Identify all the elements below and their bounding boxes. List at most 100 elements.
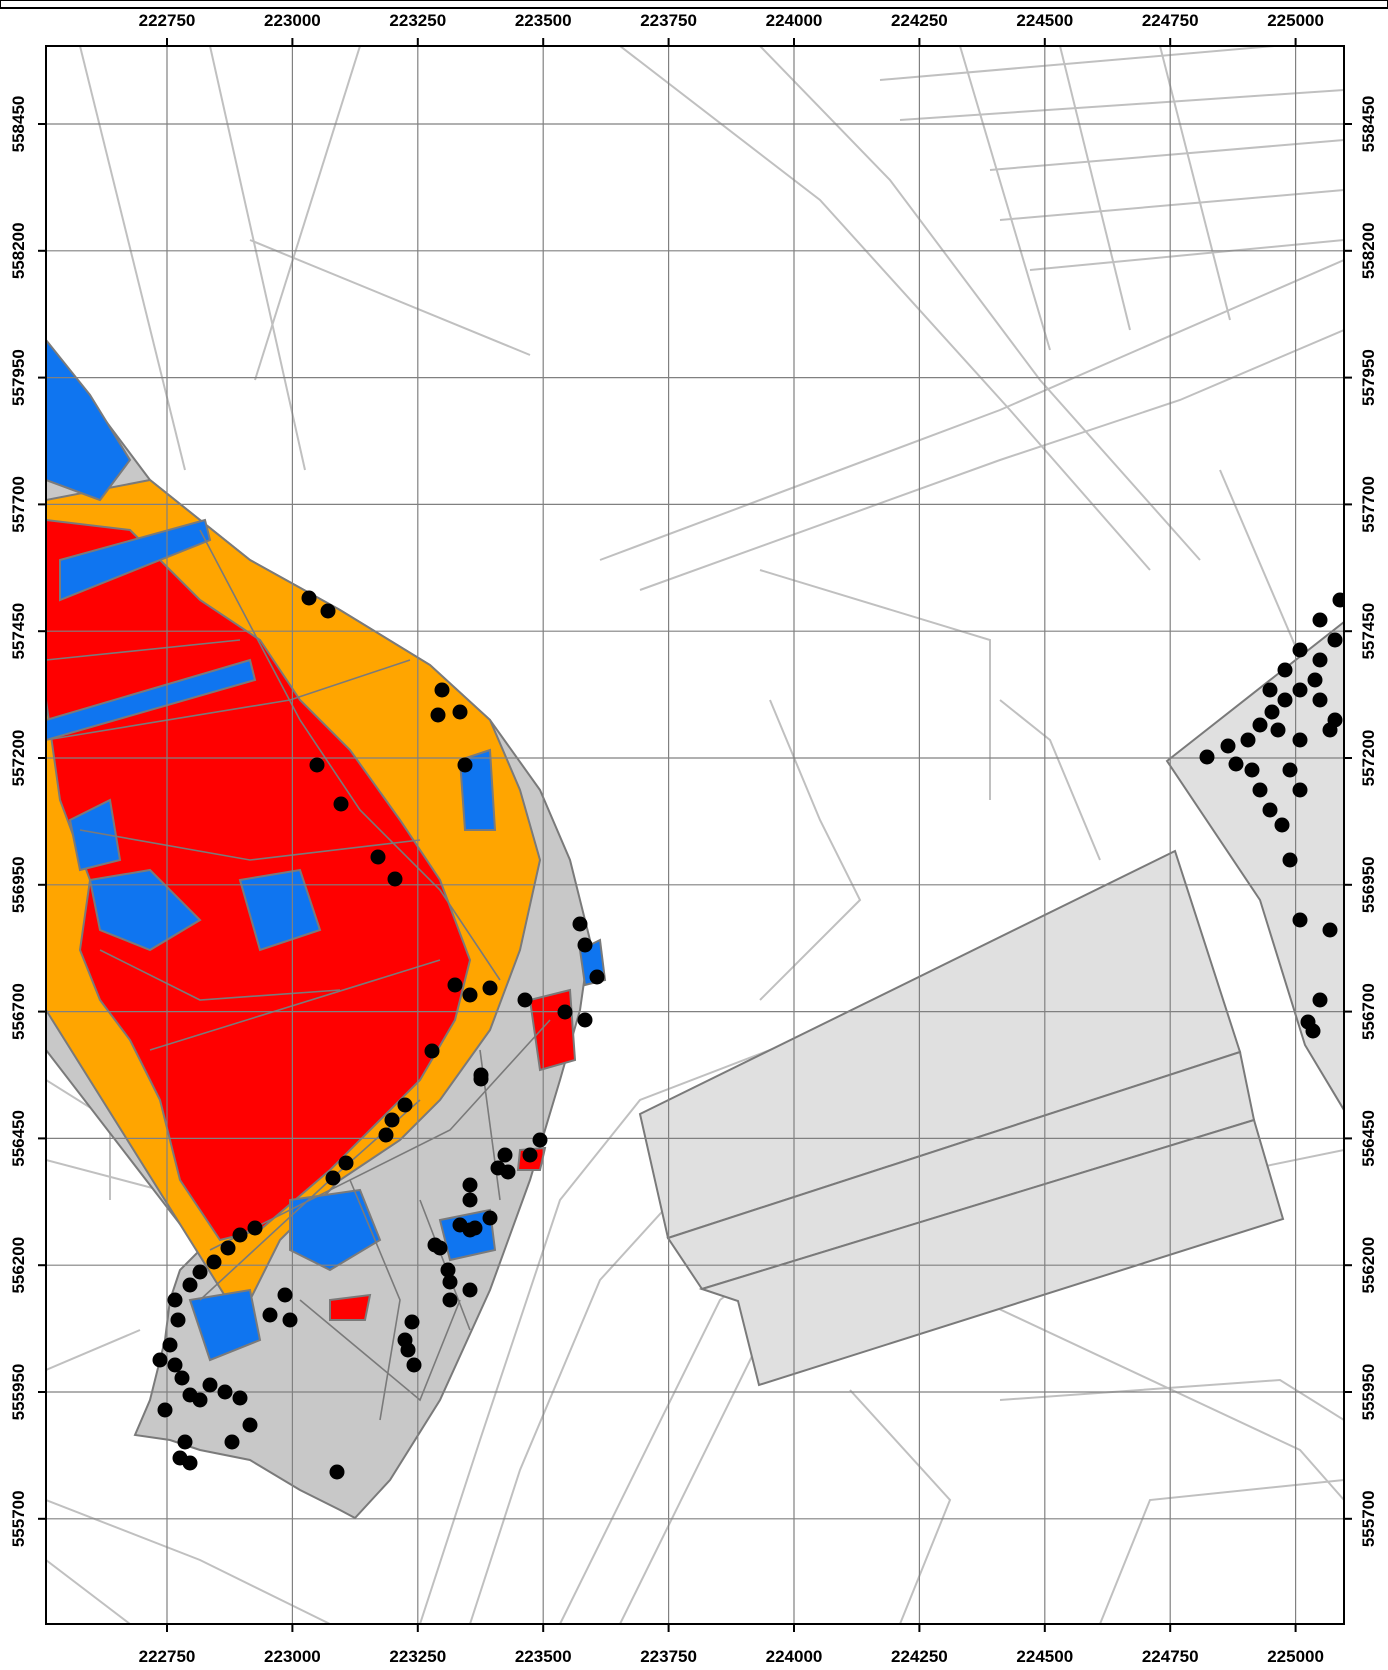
- survey-point: [589, 969, 605, 985]
- survey-point: [1332, 592, 1344, 608]
- survey-point: [1262, 802, 1278, 818]
- survey-point: [232, 1227, 248, 1243]
- survey-point: [177, 1434, 193, 1450]
- y-tick-label-left: 558450: [9, 96, 28, 153]
- survey-point: [262, 1307, 278, 1323]
- y-tick-label-right: 557700: [1359, 476, 1378, 533]
- y-tick-label-right: 558450: [1359, 96, 1378, 153]
- survey-point: [462, 1192, 478, 1208]
- y-tick-label-left: 556950: [9, 856, 28, 913]
- top-border: [0, 0, 1388, 9]
- x-tick-label-bottom: 224000: [766, 1647, 823, 1666]
- survey-point: [338, 1155, 354, 1171]
- survey-point: [224, 1434, 240, 1450]
- survey-point: [167, 1292, 183, 1308]
- y-tick-label-left: 557700: [9, 476, 28, 533]
- survey-point: [557, 1004, 573, 1020]
- survey-point: [447, 977, 463, 993]
- y-tick-label-left: 555950: [9, 1364, 28, 1421]
- survey-point: [370, 849, 386, 865]
- survey-point: [1264, 704, 1280, 720]
- survey-point: [442, 1274, 458, 1290]
- survey-point: [1262, 682, 1278, 698]
- survey-point: [1228, 756, 1244, 772]
- survey-point: [1274, 817, 1290, 833]
- survey-point: [482, 980, 498, 996]
- y-tick-label-left: 557200: [9, 730, 28, 787]
- y-tick-label-right: 557950: [1359, 349, 1378, 406]
- survey-point: [247, 1220, 263, 1236]
- x-tick-label-bottom: 222750: [139, 1647, 196, 1666]
- survey-point: [1305, 1023, 1321, 1039]
- survey-point: [482, 1210, 498, 1226]
- x-tick-label-top: 224500: [1016, 11, 1073, 30]
- survey-point: [397, 1097, 413, 1113]
- survey-point: [406, 1357, 422, 1373]
- y-tick-label-left: 556700: [9, 983, 28, 1040]
- y-tick-label-right: 555700: [1359, 1490, 1378, 1547]
- x-tick-label-bottom: 223500: [515, 1647, 572, 1666]
- survey-point: [162, 1337, 178, 1353]
- survey-point: [432, 1240, 448, 1256]
- survey-point: [387, 871, 403, 887]
- survey-point: [170, 1312, 186, 1328]
- y-tick-label-right: 555950: [1359, 1364, 1378, 1421]
- survey-point: [1252, 717, 1268, 733]
- survey-point: [577, 1012, 593, 1028]
- x-tick-label-bottom: 223000: [264, 1647, 321, 1666]
- survey-point: [400, 1342, 416, 1358]
- x-tick-label-top: 224750: [1142, 11, 1199, 30]
- survey-point: [462, 1177, 478, 1193]
- y-tick-label-right: 556700: [1359, 983, 1378, 1040]
- x-tick-label-top: 223250: [389, 11, 446, 30]
- survey-point: [442, 1292, 458, 1308]
- survey-point: [242, 1417, 258, 1433]
- map-frame: [45, 45, 1345, 1625]
- y-tick-label-left: 556450: [9, 1110, 28, 1167]
- survey-point: [277, 1287, 293, 1303]
- survey-point: [1282, 852, 1298, 868]
- survey-point: [424, 1043, 440, 1059]
- x-tick-label-bottom: 224250: [891, 1647, 948, 1666]
- survey-point: [174, 1370, 190, 1386]
- survey-point: [1244, 762, 1260, 778]
- survey-point: [202, 1377, 218, 1393]
- survey-point: [301, 590, 317, 606]
- survey-point: [1220, 738, 1236, 754]
- survey-point: [1292, 912, 1308, 928]
- survey-point: [1292, 642, 1308, 658]
- survey-point: [320, 603, 336, 619]
- survey-point: [182, 1455, 198, 1471]
- survey-point: [1292, 732, 1308, 748]
- survey-point: [206, 1254, 222, 1270]
- survey-point: [1277, 662, 1293, 678]
- survey-point: [167, 1357, 183, 1373]
- survey-point: [192, 1392, 208, 1408]
- survey-point: [462, 1282, 478, 1298]
- y-tick-label-right: 557450: [1359, 603, 1378, 660]
- survey-point: [462, 1222, 478, 1238]
- survey-point: [1312, 692, 1328, 708]
- survey-point: [1270, 722, 1286, 738]
- y-tick-label-left: 556200: [9, 1237, 28, 1294]
- survey-point: [152, 1352, 168, 1368]
- survey-point: [220, 1240, 236, 1256]
- survey-point: [378, 1127, 394, 1143]
- axis-ticks: [38, 38, 1352, 1632]
- survey-point: [462, 987, 478, 1003]
- survey-point: [577, 937, 593, 953]
- survey-point: [1277, 692, 1293, 708]
- survey-point: [1240, 732, 1256, 748]
- survey-point: [1327, 632, 1343, 648]
- survey-point: [192, 1264, 208, 1280]
- survey-point: [282, 1312, 298, 1328]
- survey-point: [1292, 682, 1308, 698]
- survey-point: [1292, 782, 1308, 798]
- y-tick-label-right: 557200: [1359, 730, 1378, 787]
- x-tick-label-top: 223000: [264, 11, 321, 30]
- light-grey-fields: [638, 620, 1344, 1387]
- survey-point: [572, 916, 588, 932]
- survey-point: [1282, 762, 1298, 778]
- y-tick-label-right: 556950: [1359, 856, 1378, 913]
- x-tick-label-bottom: 224500: [1016, 1647, 1073, 1666]
